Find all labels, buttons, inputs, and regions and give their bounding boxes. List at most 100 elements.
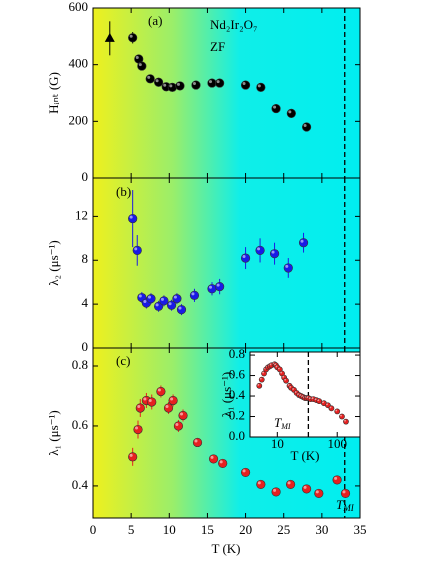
point-highlight xyxy=(242,255,246,259)
transition-label: TMI xyxy=(274,415,291,431)
point-highlight xyxy=(192,82,196,86)
data-point xyxy=(255,245,265,255)
point-highlight xyxy=(129,34,133,38)
data-point xyxy=(258,376,265,383)
x-tick-label: 15 xyxy=(201,522,214,537)
panel-label: (b) xyxy=(116,184,131,199)
point-highlight xyxy=(308,397,311,400)
y-tick-label: 400 xyxy=(69,56,89,71)
y-tick-label: 600 xyxy=(69,0,89,14)
point-highlight xyxy=(155,303,159,307)
point-highlight xyxy=(287,481,291,485)
point-highlight xyxy=(242,82,246,86)
data-point xyxy=(154,77,164,87)
point-highlight xyxy=(342,490,346,494)
annotation: Nd₂Ir₂O₇ xyxy=(210,17,258,32)
inset-background xyxy=(250,352,360,437)
data-point xyxy=(240,253,251,263)
data-point xyxy=(271,487,281,497)
point-highlight xyxy=(329,406,332,409)
data-point xyxy=(218,458,228,469)
data-point xyxy=(298,238,309,248)
data-point xyxy=(240,80,251,90)
point-highlight xyxy=(282,375,285,378)
annotation: ZF xyxy=(210,39,225,54)
background xyxy=(93,8,360,518)
point-highlight xyxy=(168,302,172,306)
point-highlight xyxy=(134,247,138,251)
x-tick-label: 25 xyxy=(277,522,290,537)
x-tick-label: 0 xyxy=(90,522,97,537)
y-tick-label: 12 xyxy=(75,207,88,222)
point-highlight xyxy=(143,300,147,304)
point-highlight xyxy=(165,404,169,408)
point-highlight xyxy=(194,439,198,443)
point-highlight xyxy=(216,283,220,287)
point-highlight xyxy=(284,378,287,381)
point-highlight xyxy=(180,412,184,416)
y-tick-label: 0.6 xyxy=(229,367,246,382)
point-highlight xyxy=(335,409,338,412)
point-highlight xyxy=(317,399,320,402)
transition-label: TMI xyxy=(336,497,355,513)
point-highlight xyxy=(178,306,182,310)
data-point xyxy=(146,294,156,304)
point-highlight xyxy=(210,455,214,459)
point-highlight xyxy=(344,419,346,422)
data-point xyxy=(215,78,225,88)
data-point xyxy=(191,80,201,90)
data-point xyxy=(343,418,349,425)
data-point xyxy=(283,263,293,273)
point-highlight xyxy=(303,485,307,489)
data-point xyxy=(168,395,178,406)
point-highlight xyxy=(297,393,299,396)
point-highlight xyxy=(169,84,173,88)
point-highlight xyxy=(219,460,223,464)
point-highlight xyxy=(269,363,272,366)
data-point xyxy=(189,290,200,300)
y-tick-label: 8 xyxy=(82,251,89,266)
point-highlight xyxy=(157,388,161,392)
point-highlight xyxy=(208,285,213,289)
point-highlight xyxy=(155,79,159,83)
y-tick-label: 200 xyxy=(69,112,89,127)
x-axis-label: T (K) xyxy=(211,541,240,556)
data-point xyxy=(208,454,219,464)
point-highlight xyxy=(143,397,147,401)
point-highlight xyxy=(300,239,304,243)
data-point xyxy=(159,296,169,306)
y-axis-label: λ₁ (μs⁻¹) xyxy=(219,372,234,418)
point-highlight xyxy=(257,481,261,485)
data-point xyxy=(328,405,335,412)
point-highlight xyxy=(259,377,262,380)
data-point xyxy=(334,408,341,415)
point-highlight xyxy=(334,476,338,480)
point-highlight xyxy=(294,391,297,393)
point-highlight xyxy=(216,80,220,84)
point-highlight xyxy=(129,453,133,457)
y-tick-label: 0 xyxy=(82,339,89,354)
x-tick-label: 30 xyxy=(315,522,328,537)
point-highlight xyxy=(288,110,292,114)
transition-label-main: T xyxy=(336,497,344,512)
point-highlight xyxy=(274,363,276,366)
data-point xyxy=(145,74,155,84)
point-highlight xyxy=(135,55,139,59)
x-tick-label: 100 xyxy=(327,436,347,451)
data-point xyxy=(207,284,217,294)
point-highlight xyxy=(148,398,152,402)
point-highlight xyxy=(277,367,280,370)
point-highlight xyxy=(137,404,141,408)
y-tick-label: 0.8 xyxy=(72,357,88,372)
point-highlight xyxy=(176,82,180,86)
point-highlight xyxy=(326,403,328,406)
data-point xyxy=(133,424,143,435)
data-point xyxy=(256,479,266,490)
data-point xyxy=(178,410,188,421)
transition-label-main: T xyxy=(274,415,282,430)
point-highlight xyxy=(273,105,277,109)
x-tick-label: 20 xyxy=(239,522,252,537)
point-highlight xyxy=(303,123,307,128)
y-tick-label: 0.4 xyxy=(229,387,246,402)
